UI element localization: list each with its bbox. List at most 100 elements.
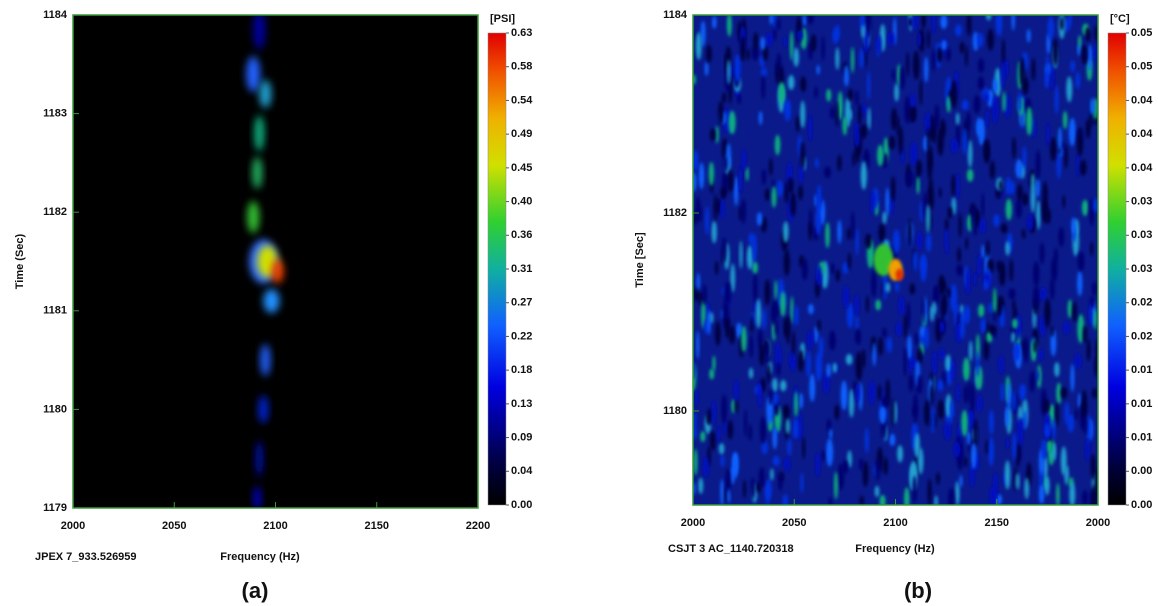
heat-streak [963, 385, 969, 404]
heat-streak [894, 83, 899, 102]
heat-streak [790, 361, 795, 372]
heat-streak [727, 488, 731, 504]
heat-streak [1056, 482, 1060, 505]
heat-streak [709, 128, 716, 142]
heat-streak [918, 447, 924, 475]
heat-streak [720, 479, 725, 505]
heat-streak [1023, 410, 1027, 431]
heat-streak [1039, 287, 1047, 301]
heat-streak [695, 31, 702, 61]
heat-streak [1015, 159, 1023, 179]
heat-streak [1012, 318, 1018, 329]
y-tick-label: 1184 [43, 9, 68, 21]
heat-streak [965, 266, 971, 296]
heat-streak [1092, 198, 1098, 213]
heat-streak [765, 484, 770, 505]
heat-streak [1071, 217, 1076, 235]
heat-streak [877, 384, 882, 401]
heat-streak [715, 198, 722, 215]
heat-streak [998, 180, 1003, 192]
heat-streak [783, 221, 789, 243]
heat-streak [891, 107, 898, 131]
source-label: JPEX 7_933.526959 [35, 551, 137, 563]
heat-streak [983, 279, 989, 291]
heat-streak [917, 32, 922, 48]
heat-streak [996, 260, 1002, 272]
heat-streak [977, 33, 984, 48]
heat-streak [722, 155, 728, 172]
heat-streak [766, 364, 771, 384]
heat-streak [1062, 110, 1068, 130]
heat-streak [919, 200, 924, 222]
heat-streak [1015, 442, 1020, 468]
heat-streak [995, 15, 1003, 37]
heat-blob [253, 15, 266, 50]
heat-streak [807, 15, 814, 25]
colorbar-tick-label: 0.02 [1131, 330, 1152, 342]
heat-streak [769, 15, 774, 25]
heat-streak [1035, 149, 1041, 179]
colorbar-tick-label: 0.58 [511, 61, 532, 73]
heat-blob [258, 395, 269, 424]
y-tick-label: 1180 [43, 403, 67, 415]
heat-streak [992, 78, 998, 93]
y-tick-label: 1183 [43, 108, 67, 120]
x-tick-label: 2050 [162, 520, 186, 532]
heat-streak [787, 75, 795, 90]
heat-streak [1094, 25, 1098, 42]
heat-streak [712, 355, 716, 372]
heat-streak [1057, 125, 1063, 151]
heat-streak [964, 45, 968, 67]
heat-streak [1036, 364, 1042, 389]
colorbar-tick-label: 0.05 [1131, 27, 1152, 39]
heat-streak [890, 175, 896, 202]
heat-streak [795, 115, 800, 132]
heat-streak [981, 244, 985, 259]
x-axis-label: Frequency (Hz) [855, 543, 935, 555]
heat-streak [1082, 325, 1088, 344]
heat-streak [944, 218, 949, 231]
heat-blob [252, 156, 263, 189]
heat-streak [814, 86, 819, 99]
heat-streak [977, 76, 985, 91]
colorbar-tick-label: 0.09 [511, 431, 532, 443]
heat-streak [879, 406, 887, 425]
heat-streak [751, 45, 759, 61]
heat-streak [973, 209, 981, 227]
heat-streak [1046, 439, 1053, 453]
heat-streak [909, 104, 917, 123]
colorbar-tick-label: 0.22 [511, 330, 532, 342]
heat-streak [770, 468, 774, 481]
heat-streak [1051, 442, 1056, 461]
x-tick-label: 2050 [782, 517, 806, 529]
heat-streak [1035, 178, 1040, 198]
heatmap-panel: 2000 2050 2100 2150 2000 1180 1182 1184 Time [Se… [634, 9, 1153, 603]
heat-streak [891, 68, 895, 81]
heat-streak [745, 166, 749, 182]
heat-streak [757, 380, 762, 409]
heat-streak [840, 380, 848, 411]
heat-streak [979, 218, 986, 234]
heat-streak [912, 15, 918, 31]
heat-streak [956, 264, 963, 277]
heatmap-image [73, 15, 478, 508]
heat-streak [843, 65, 849, 87]
heat-streak [861, 24, 865, 38]
heat-streak [938, 187, 942, 198]
heat-streak [988, 302, 992, 314]
heat-streak [945, 354, 951, 372]
heat-streak [852, 151, 856, 167]
heat-streak [826, 418, 831, 432]
heat-streak [821, 449, 825, 462]
heat-streak [802, 15, 807, 26]
heat-streak [987, 28, 994, 51]
heat-streak [936, 472, 940, 485]
heat-streak [1089, 198, 1095, 226]
heat-streak [963, 456, 968, 468]
heat-streak [920, 255, 926, 273]
heat-streak [794, 391, 799, 418]
heat-streak [875, 299, 882, 311]
heat-streak [955, 480, 960, 505]
heat-streak [1005, 198, 1013, 221]
heat-streak [749, 314, 754, 333]
